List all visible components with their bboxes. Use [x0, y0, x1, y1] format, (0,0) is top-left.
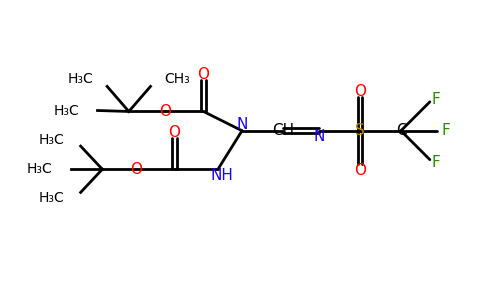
Text: H₃C: H₃C: [39, 134, 65, 147]
Text: S: S: [355, 123, 365, 138]
Text: F: F: [431, 154, 440, 169]
Text: F: F: [431, 92, 440, 107]
Text: F: F: [441, 123, 450, 138]
Text: H₃C: H₃C: [39, 191, 65, 205]
Text: CH: CH: [272, 123, 294, 138]
Text: H₃C: H₃C: [68, 72, 93, 86]
Text: O: O: [354, 163, 366, 178]
Text: O: O: [197, 67, 210, 82]
Text: N: N: [236, 118, 248, 133]
Text: NH: NH: [211, 167, 233, 182]
Text: C: C: [395, 123, 406, 138]
Text: N: N: [313, 129, 325, 144]
Text: O: O: [354, 84, 366, 99]
Text: O: O: [130, 162, 142, 177]
Text: H₃C: H₃C: [27, 162, 53, 176]
Text: H₃C: H₃C: [53, 103, 79, 118]
Text: O: O: [168, 125, 181, 140]
Text: O: O: [159, 104, 171, 119]
Text: CH₃: CH₃: [164, 72, 190, 86]
